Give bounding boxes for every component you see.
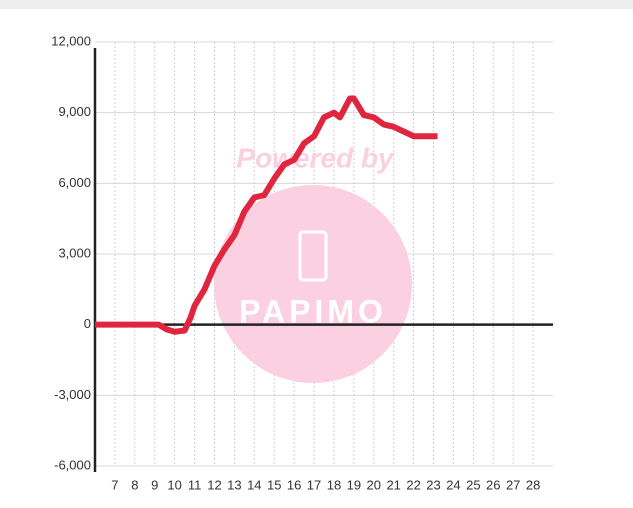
y-tick-label: 9,000: [58, 104, 91, 119]
y-tick-label: -3,000: [54, 387, 91, 402]
top-bar: [0, 0, 633, 9]
y-tick-label: 12,000: [51, 33, 91, 48]
x-tick-label: 22: [406, 477, 420, 492]
x-tick-label: 11: [188, 477, 202, 492]
x-tick-label: 28: [526, 477, 540, 492]
y-tick-label: 6,000: [58, 175, 91, 190]
data-line: [95, 95, 438, 335]
x-tick-label: 18: [327, 477, 341, 492]
x-tick-label: 27: [506, 477, 520, 492]
x-tick-label: 13: [227, 477, 241, 492]
watermark-icon: [298, 230, 328, 282]
y-tick-label: 0: [84, 316, 91, 331]
x-tick-label: 26: [486, 477, 500, 492]
x-tick-label: 9: [151, 477, 158, 492]
x-tick-label: 20: [367, 477, 381, 492]
x-tick-label: 10: [167, 477, 181, 492]
x-tick-label: 17: [307, 477, 321, 492]
x-tick-label: 14: [247, 477, 261, 492]
x-tick-label: 12: [207, 477, 221, 492]
x-tick-label: 21: [386, 477, 400, 492]
y-tick-label: 3,000: [58, 245, 91, 260]
x-tick-label: 16: [287, 477, 301, 492]
x-tick-label: 24: [446, 477, 460, 492]
watermark-circle: [214, 185, 412, 383]
watermark-top: Powered by: [236, 142, 395, 173]
x-tick-label: 7: [111, 477, 118, 492]
x-tick-label: 15: [267, 477, 281, 492]
x-tick-label: 8: [131, 477, 138, 492]
x-tick-label: 19: [347, 477, 361, 492]
y-tick-label: -6,000: [54, 457, 91, 472]
x-tick-label: 23: [426, 477, 440, 492]
x-tick-label: 25: [466, 477, 480, 492]
